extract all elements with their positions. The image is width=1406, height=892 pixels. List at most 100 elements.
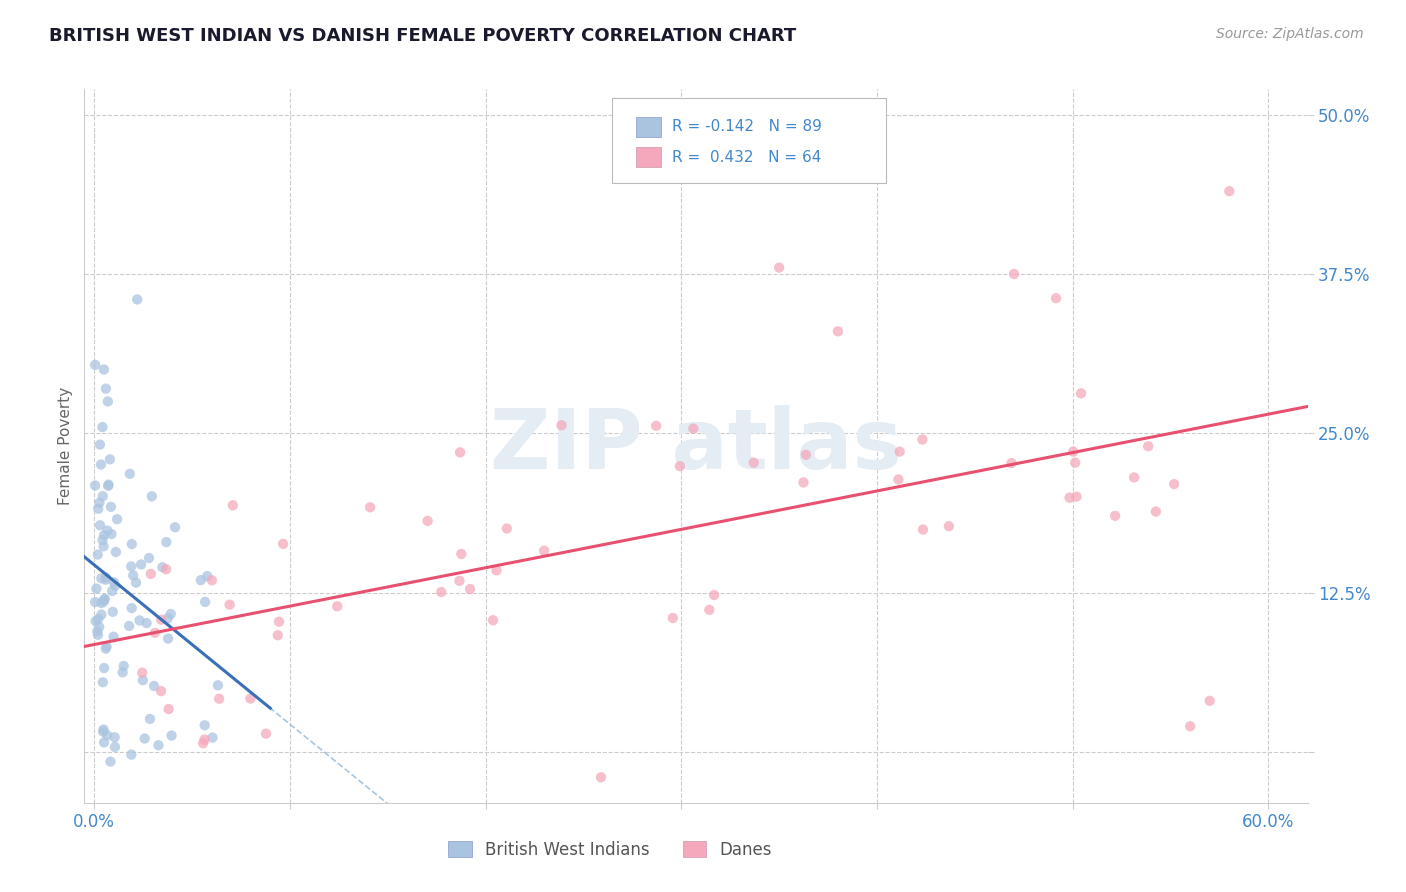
Point (103, 731, 125, 745)
Point (84, 478, 107, 492)
Point (89, 518, 111, 533)
Point (326, 599, 349, 614)
Point (222, 498, 245, 512)
Point (93, 594, 115, 608)
Point (1070, 386, 1092, 401)
Point (156, 611, 179, 625)
Point (103, 630, 125, 644)
Point (155, 562, 177, 576)
Point (93, 592, 115, 607)
Point (887, 472, 910, 486)
Point (93, 539, 115, 553)
Point (96, 728, 118, 742)
Point (1198, 694, 1220, 708)
Point (94, 641, 117, 656)
Text: Source: ZipAtlas.com: Source: ZipAtlas.com (1216, 27, 1364, 41)
Point (449, 445, 471, 459)
Point (1045, 291, 1067, 305)
Point (1064, 456, 1087, 470)
Point (143, 625, 166, 640)
Point (138, 551, 160, 566)
Point (190, 573, 212, 587)
Point (91, 675, 114, 690)
Point (794, 448, 817, 462)
Point (482, 613, 505, 627)
Point (94, 382, 117, 396)
Point (101, 605, 124, 619)
Point (131, 665, 153, 680)
Point (100, 755, 122, 769)
Point (104, 545, 127, 559)
Point (449, 574, 471, 588)
Point (121, 537, 143, 551)
Point (127, 293, 149, 307)
Point (87, 628, 110, 642)
Point (90, 596, 112, 610)
Point (105, 512, 128, 526)
Point (93, 528, 115, 542)
Point (152, 560, 174, 574)
Point (911, 523, 934, 537)
Point (589, 770, 612, 784)
Point (89, 620, 111, 634)
Point (267, 615, 290, 629)
Point (120, 747, 142, 762)
Point (1066, 490, 1088, 504)
Point (84, 358, 107, 372)
Point (1002, 267, 1025, 281)
Point (1137, 439, 1160, 453)
Point (533, 543, 555, 558)
Point (201, 731, 224, 745)
Point (157, 702, 180, 716)
Point (193, 732, 215, 747)
Point (1000, 456, 1022, 470)
Point (792, 475, 814, 490)
Point (129, 558, 152, 572)
Point (682, 422, 704, 436)
Point (118, 619, 141, 633)
Point (122, 568, 145, 582)
Point (889, 444, 911, 458)
Point (195, 569, 218, 583)
Point (550, 418, 572, 433)
Point (86, 624, 108, 639)
Text: R =  0.432   N = 64: R = 0.432 N = 64 (672, 150, 821, 165)
Point (134, 731, 156, 746)
Point (121, 601, 143, 615)
Point (139, 566, 162, 581)
Point (485, 563, 508, 577)
Point (1062, 444, 1084, 458)
Point (97, 394, 120, 409)
Point (100, 527, 122, 541)
Point (1059, 491, 1081, 505)
Point (218, 598, 240, 612)
Point (93, 591, 115, 606)
Point (1144, 505, 1167, 519)
Point (84, 614, 107, 628)
Point (1123, 470, 1146, 484)
Point (86, 582, 108, 596)
Point (207, 678, 229, 692)
Point (267, 628, 290, 642)
Point (91, 420, 114, 434)
Point (93, 723, 115, 737)
Point (104, 739, 127, 754)
Point (194, 718, 217, 732)
Point (662, 611, 685, 625)
Point (103, 575, 125, 590)
Point (239, 691, 262, 706)
Y-axis label: Female Poverty: Female Poverty (58, 387, 73, 505)
Point (96, 640, 118, 654)
Point (416, 514, 439, 528)
Point (148, 738, 170, 752)
Text: ZIP atlas: ZIP atlas (489, 406, 903, 486)
Point (359, 500, 381, 515)
Point (194, 595, 217, 609)
Point (98, 452, 121, 467)
Point (669, 459, 692, 474)
Point (125, 575, 148, 590)
Point (165, 520, 187, 534)
Point (157, 632, 180, 646)
Point (495, 521, 517, 535)
Point (191, 736, 214, 750)
